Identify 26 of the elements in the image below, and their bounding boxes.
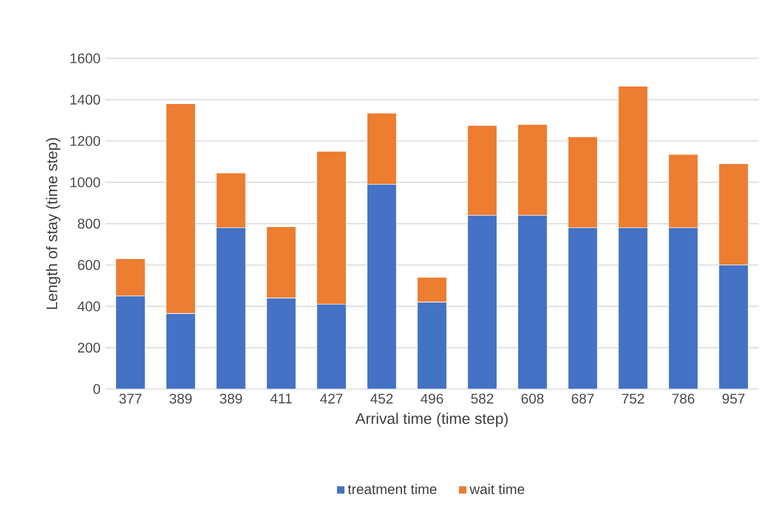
x-tick-label: 496 (420, 394, 444, 404)
x-tick-label: 957 (722, 394, 744, 404)
y-tick-label: 400 (78, 301, 100, 312)
x-tick-label: 452 (370, 394, 393, 404)
x-tick-label: 411 (270, 394, 292, 404)
x-tick-label: 389 (170, 394, 192, 404)
y-tick-label: 800 (78, 218, 100, 229)
legend-label: wait time (470, 484, 524, 494)
y-tick-label: 200 (78, 342, 100, 353)
y-tick-label: 1200 (70, 136, 100, 146)
y-tick-label: 0 (93, 384, 100, 394)
x-axis-title: Arrival time (time step) (355, 412, 508, 428)
y-tick-label: 1000 (70, 177, 100, 188)
y-tick-label: 1600 (70, 53, 100, 64)
x-tick-label: 582 (471, 394, 494, 404)
y-axis-title: Length of stay (time step) (46, 138, 60, 309)
x-tick-label: 608 (522, 394, 544, 404)
y-tick-label: 600 (78, 260, 100, 270)
y-tick-label: 1400 (70, 94, 100, 105)
x-tick-label: 752 (622, 394, 644, 404)
x-tick-label: 389 (220, 394, 242, 404)
legend-label: treatment time (348, 484, 436, 494)
x-tick-label: 427 (320, 394, 342, 404)
x-tick-label: 786 (672, 394, 694, 404)
x-tick-label: 687 (572, 394, 594, 404)
x-tick-label: 377 (119, 394, 142, 404)
